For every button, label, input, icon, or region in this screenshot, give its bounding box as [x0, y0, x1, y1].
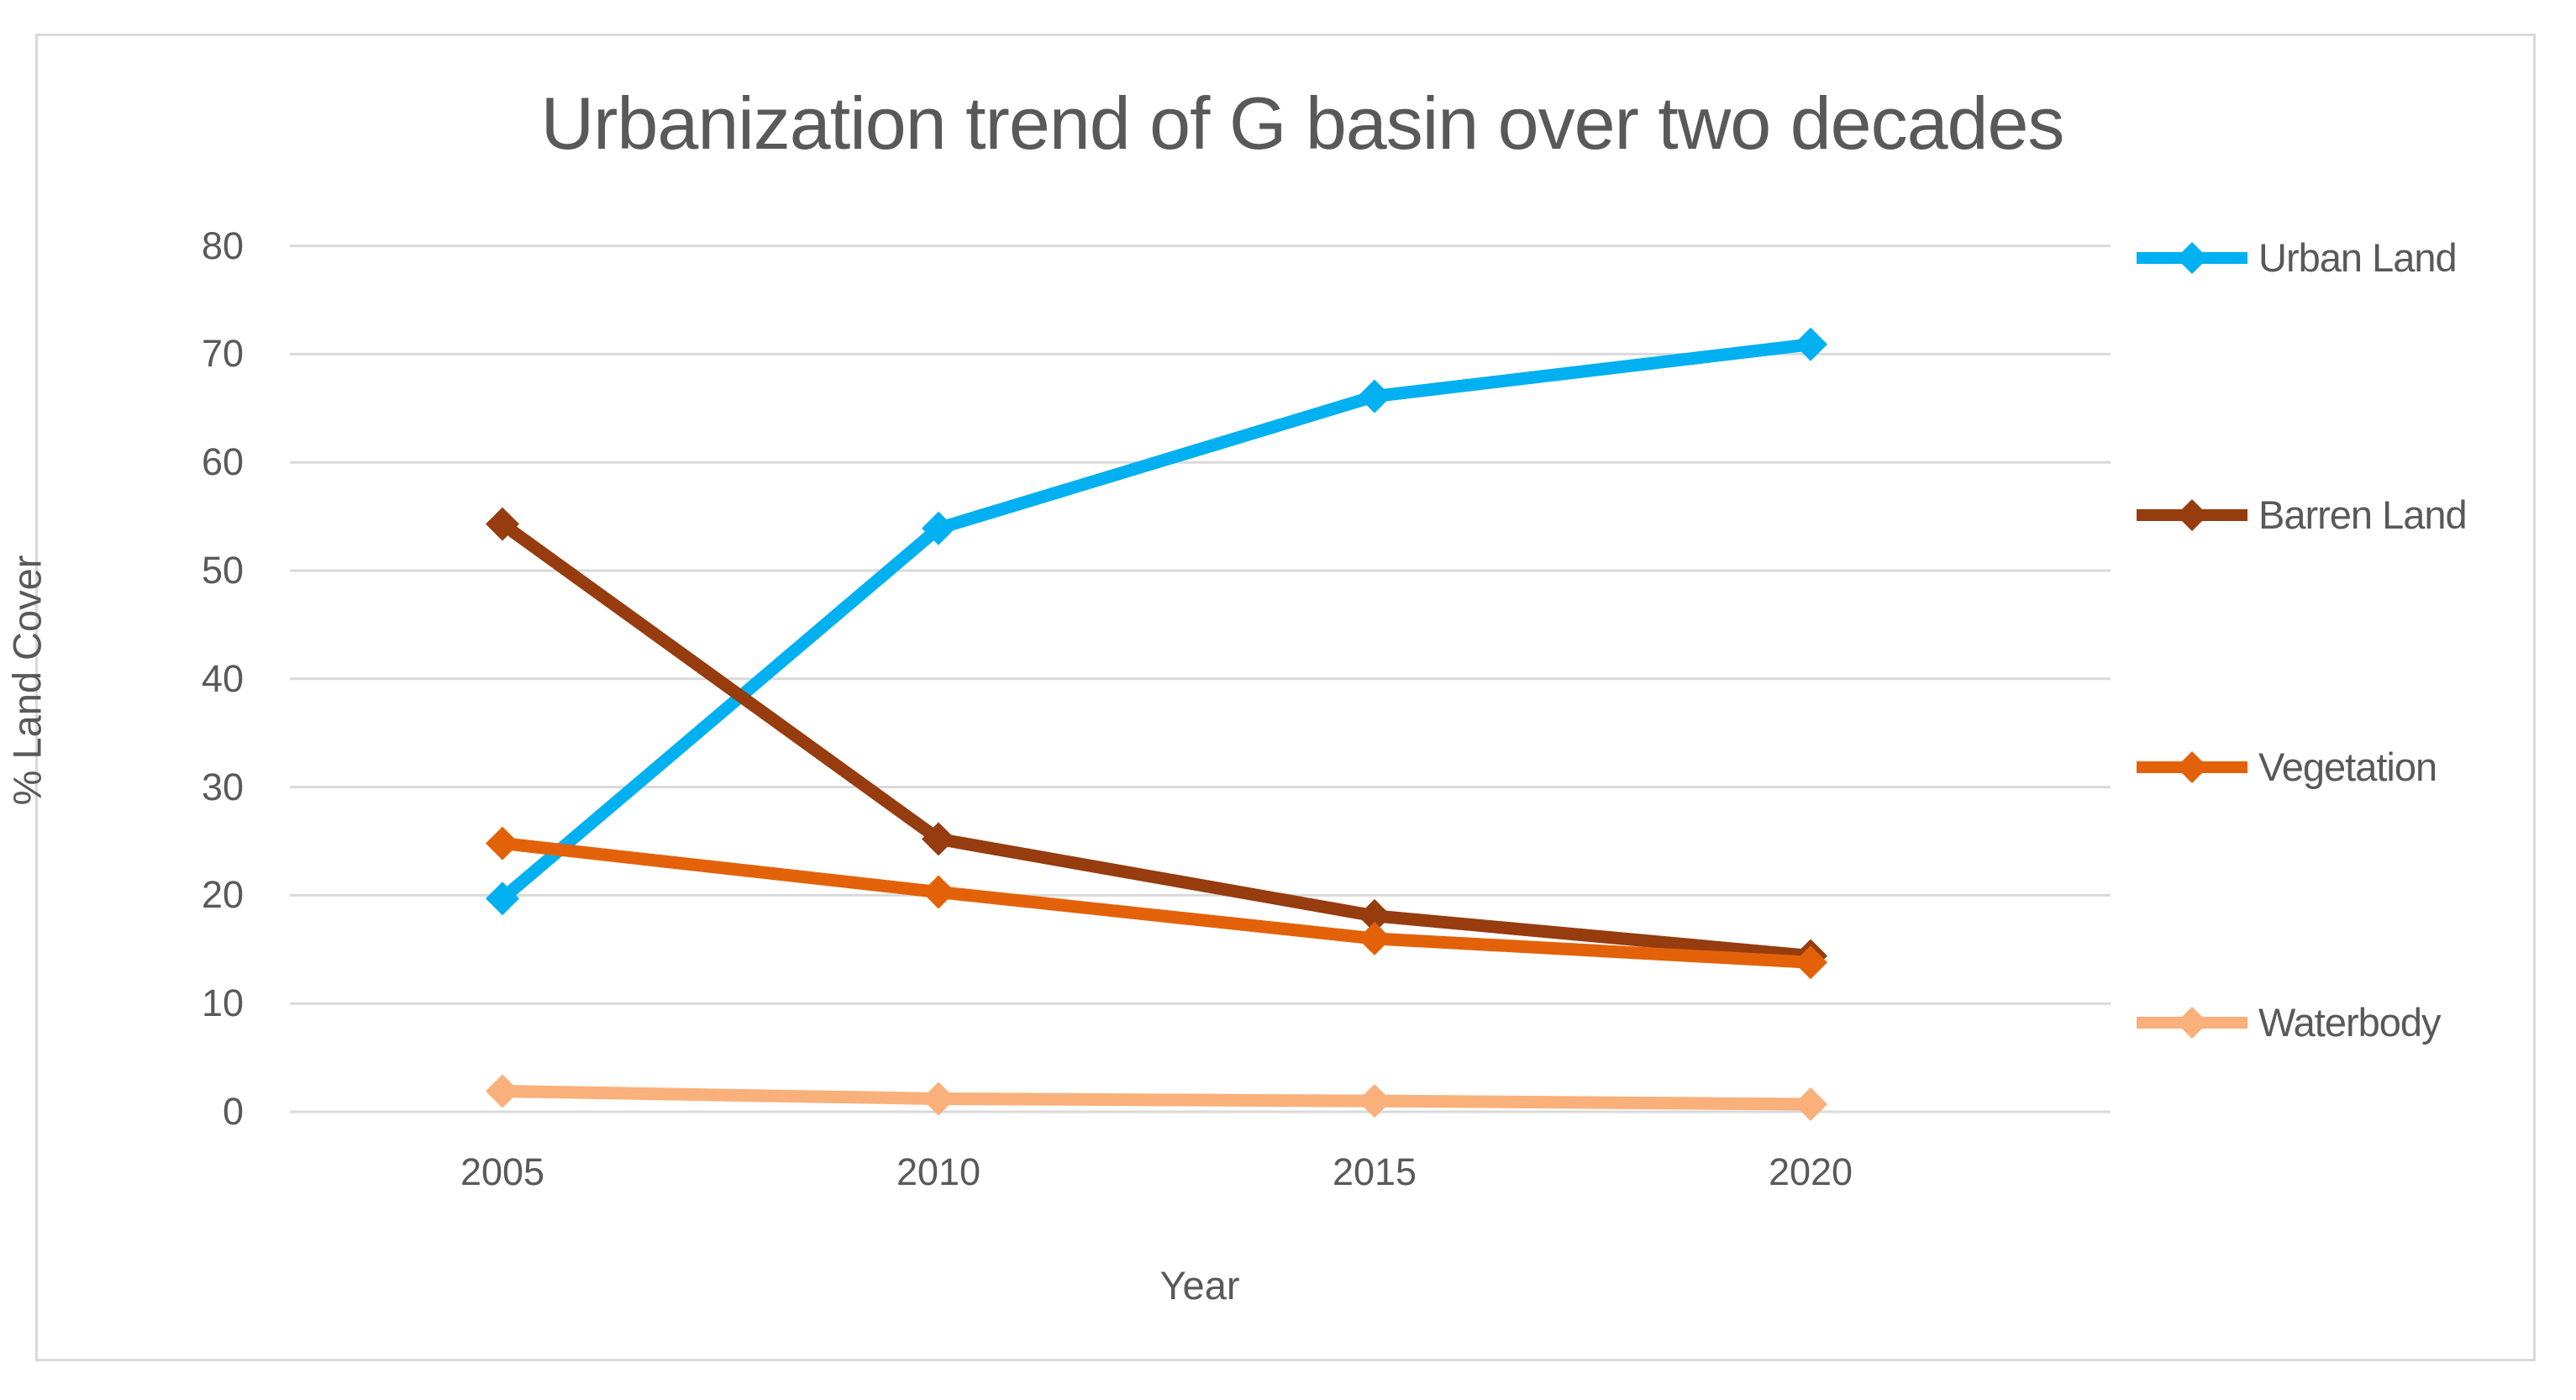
series-line-urban-land: [496, 338, 1817, 905]
legend-marker-vegetation: [2176, 751, 2208, 783]
series-line-vegetation: [496, 837, 1817, 969]
data-point-urban-land-2010: [922, 511, 955, 545]
x-tick-label: 2005: [460, 1150, 545, 1193]
data-point-urban-land-2015: [1358, 379, 1391, 413]
chart-title: Urbanization trend of G basin over two d…: [540, 82, 2065, 165]
data-point-urban-land-2020: [1794, 327, 1827, 361]
series-line-barren-land: [496, 518, 1817, 963]
y-axis-title: % Land Cover: [4, 555, 50, 806]
data-point-vegetation-2005: [486, 826, 519, 861]
x-tick-label: 2020: [1768, 1150, 1853, 1193]
data-point-vegetation-2015: [1358, 921, 1391, 955]
data-point-barren-land-2005: [486, 507, 519, 541]
y-tick-label: 40: [201, 656, 244, 700]
legend-markers: [2137, 242, 2247, 1039]
y-tick-label: 0: [222, 1090, 244, 1133]
legend-label-urban-land: Urban Land: [2258, 235, 2458, 280]
series-line-waterbody: [496, 1085, 1817, 1111]
data-point-waterbody-2020: [1794, 1087, 1827, 1121]
legend-label-waterbody: Waterbody: [2258, 1000, 2442, 1045]
legend-marker-urban-land: [2176, 242, 2208, 274]
y-tick-label: 60: [201, 440, 244, 484]
x-tick-label: 2015: [1332, 1150, 1417, 1193]
legend-marker-barren-land: [2176, 499, 2208, 531]
legend-marker-waterbody: [2176, 1007, 2208, 1039]
legend-label-barren-land: Barren Land: [2258, 492, 2468, 537]
data-point-waterbody-2010: [922, 1082, 955, 1116]
series-lines: [486, 327, 1827, 1121]
x-axis-title: Year: [1159, 1263, 1240, 1308]
y-tick-label: 70: [201, 332, 244, 376]
gridlines: [290, 245, 2111, 1113]
data-point-vegetation-2020: [1794, 945, 1827, 980]
data-point-waterbody-2005: [486, 1074, 519, 1108]
y-tick-label: 20: [201, 873, 244, 917]
y-tick-label: 10: [201, 982, 244, 1025]
y-tick-label: 50: [201, 549, 244, 592]
y-tick-label: 80: [201, 224, 244, 267]
data-point-barren-land-2010: [922, 822, 955, 856]
data-point-urban-land-2005: [486, 882, 519, 916]
chart-border: [35, 34, 2536, 1361]
x-tick-label: 2010: [896, 1150, 981, 1193]
data-point-barren-land-2015: [1358, 898, 1391, 933]
legend-label-vegetation: Vegetation: [2258, 745, 2437, 789]
data-point-vegetation-2010: [922, 875, 955, 909]
y-tick-label: 30: [201, 765, 244, 808]
data-point-waterbody-2015: [1358, 1084, 1391, 1118]
